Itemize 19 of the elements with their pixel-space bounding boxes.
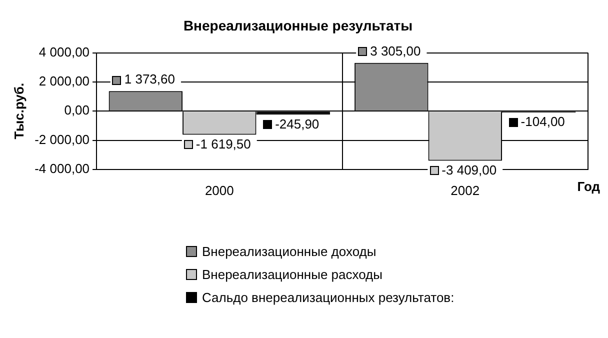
x-tick-label: 2002 (450, 182, 480, 198)
data-label: -104,00 (520, 114, 565, 130)
legend-label: Сальдо внереализационных результатов: (202, 290, 454, 305)
data-label: -3 409,00 (442, 162, 497, 178)
y-tick-label: -2 000,00 (34, 132, 90, 147)
x-axis-title: Год (577, 178, 601, 194)
y-tick-label: 4 000,00 (38, 44, 90, 60)
chart-title: Внереализационные результаты (183, 17, 413, 34)
data-label: -1 619,50 (196, 136, 251, 152)
data-label: -245,90 (275, 116, 320, 132)
data-label: 1 373,60 (124, 72, 175, 87)
y-tick-label: 0,00 (64, 102, 90, 118)
legend-label: Внереализационные доходы (202, 244, 376, 259)
y-axis-title: Тыс.руб. (11, 82, 26, 140)
x-tick-label: 2000 (204, 182, 234, 198)
y-tick-label: 2 000,00 (38, 74, 90, 89)
y-tick-label: -4 000,00 (34, 160, 90, 176)
data-label: 3 305,00 (370, 44, 421, 59)
legend-label: Внереализационные расходы (202, 267, 382, 282)
